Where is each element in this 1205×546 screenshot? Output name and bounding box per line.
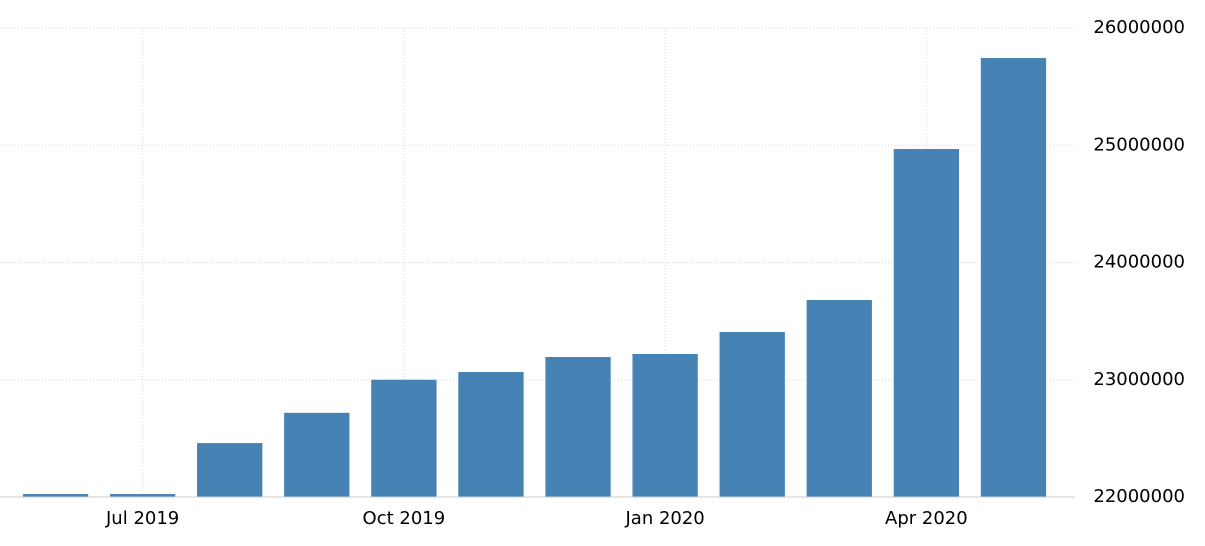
x-tick-label: Jul 2019 [105, 508, 179, 529]
y-tick-label: 23000000 [1093, 369, 1185, 390]
bar [458, 372, 524, 497]
x-tick-label: Oct 2019 [363, 508, 446, 529]
bar [806, 300, 872, 497]
y-tick-label: 24000000 [1093, 252, 1185, 273]
bar [632, 353, 698, 497]
bar [109, 494, 176, 497]
y-tick-label: 22000000 [1093, 486, 1185, 507]
bar [545, 357, 611, 497]
bar [371, 379, 437, 497]
bar [197, 443, 263, 497]
x-tick-label: Jan 2020 [624, 508, 704, 529]
x-tick-label: Apr 2020 [885, 508, 968, 529]
bar [22, 494, 89, 497]
bar [284, 412, 350, 497]
bar [719, 332, 785, 497]
y-tick-label: 25000000 [1093, 134, 1185, 155]
y-tick-label: 26000000 [1093, 17, 1185, 38]
bar [893, 149, 960, 497]
bar [980, 58, 1047, 498]
